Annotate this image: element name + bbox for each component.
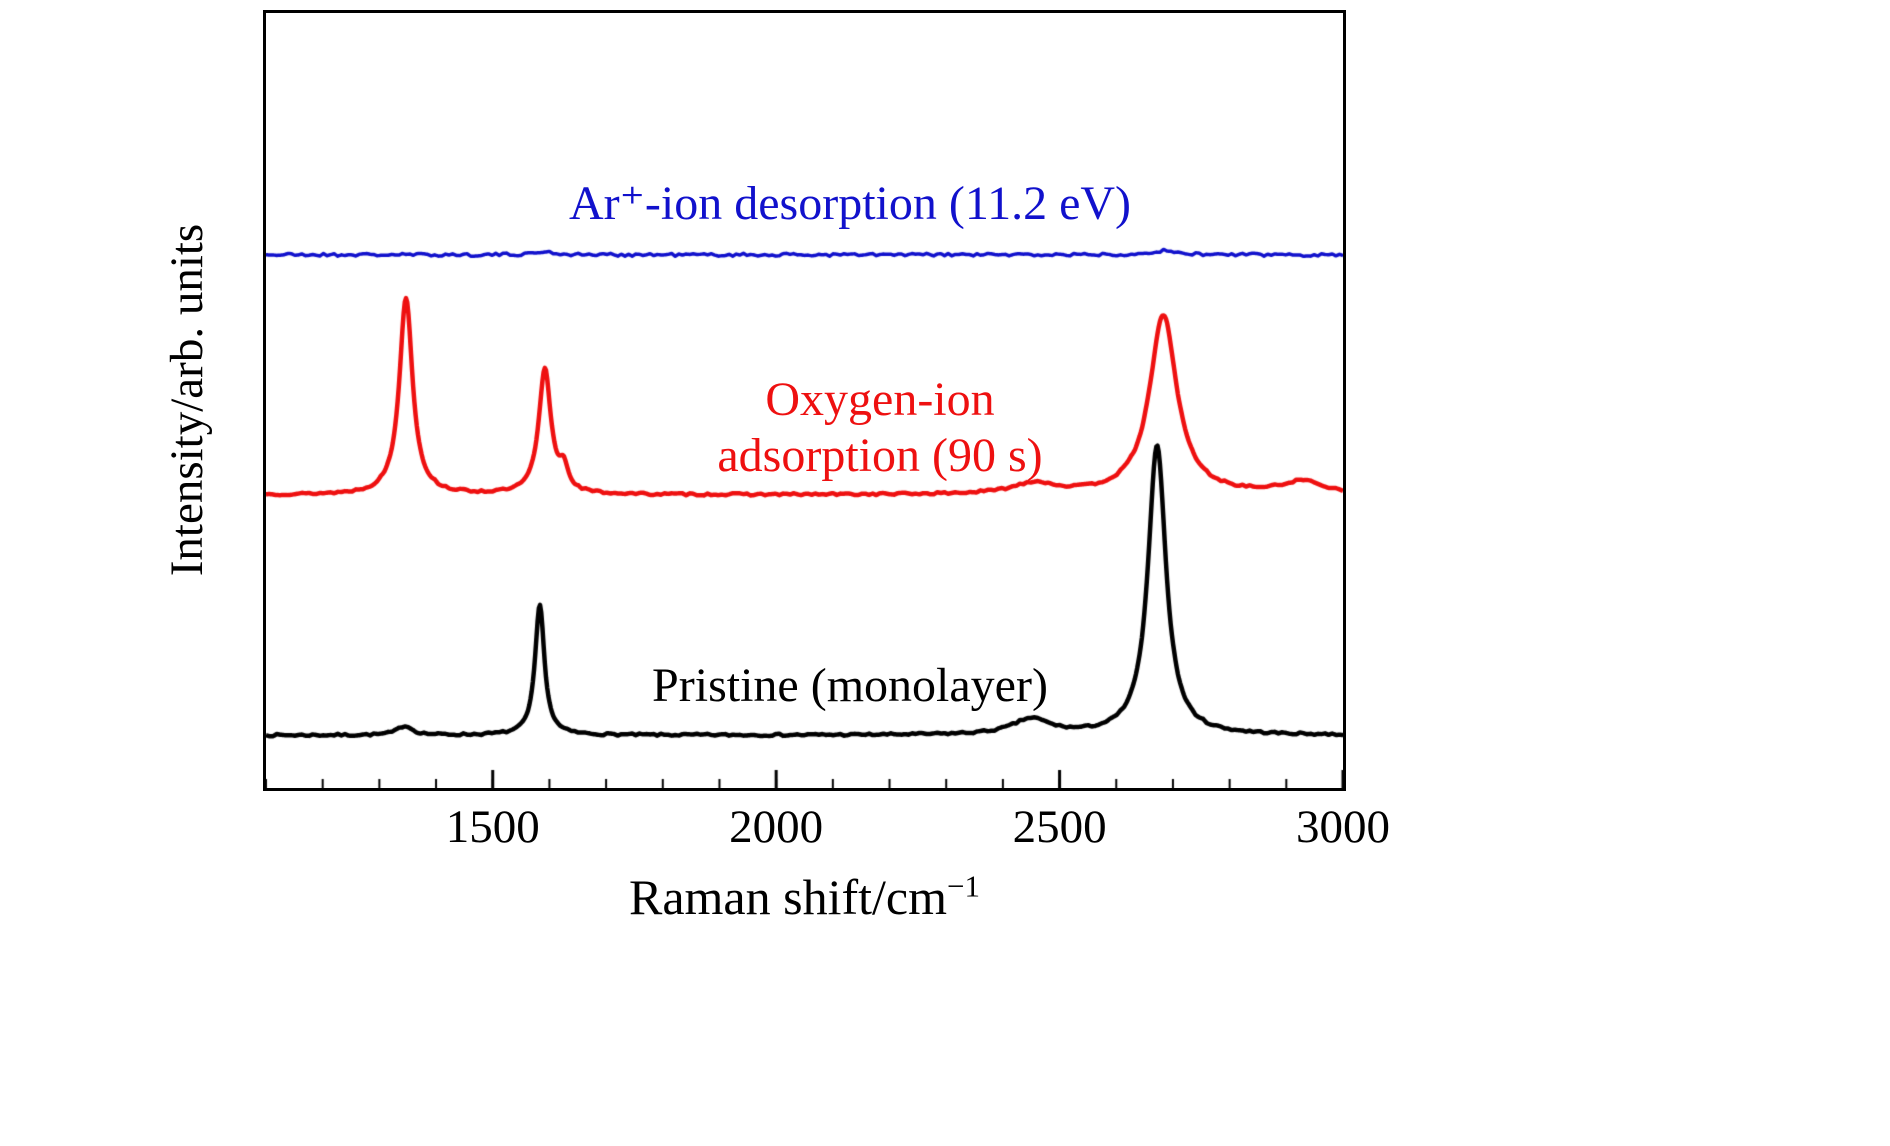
x-tick-label: 1500 [445, 801, 540, 853]
raman-spectra-plot-canvas [266, 13, 1343, 788]
x-tick-label: 2500 [1012, 801, 1107, 853]
x-axis-label-text: Raman shift/cm [629, 869, 947, 925]
y-axis-label-text: Intensity/arb. units [161, 223, 213, 577]
plot-area [263, 10, 1346, 791]
x-axis-label: Raman shift/cm−1 [263, 868, 1346, 926]
x-tick-label: 2000 [729, 801, 824, 853]
x-axis-label-superscript: −1 [947, 868, 980, 904]
x-tick-label: 3000 [1296, 801, 1390, 853]
